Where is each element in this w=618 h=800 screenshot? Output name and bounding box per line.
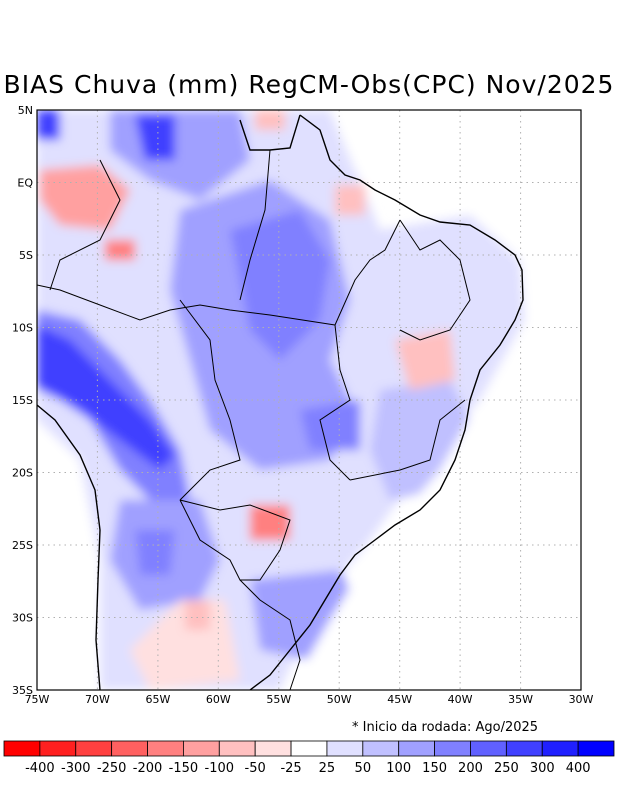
lat-tick-labels: 5N EQ 5S 10S 15S 20S 25S 30S 35S <box>12 104 33 697</box>
colorbar-swatch <box>3 740 41 757</box>
colorbar-swatch <box>505 740 543 757</box>
lat-tick: 25S <box>12 539 33 552</box>
colorbar-label: -100 <box>205 761 235 776</box>
colorbar-swatch <box>147 740 184 757</box>
lon-tick: 40W <box>448 693 473 706</box>
map-title: BIAS Chuva (mm) RegCM-Obs(CPC) Nov/2025 <box>3 70 615 99</box>
colorbar-label: 300 <box>530 761 555 776</box>
colorbar-label: -50 <box>245 761 266 776</box>
colorbar-swatch <box>218 740 256 757</box>
colorbar-swatch <box>111 740 148 757</box>
colorbar-swatch <box>75 740 113 757</box>
colorbar-label: -150 <box>169 761 199 776</box>
lon-tick: 70W <box>85 693 110 706</box>
colorbar-swatch <box>290 740 328 757</box>
colorbar-label: 250 <box>494 761 519 776</box>
colorbar-label: -300 <box>61 761 91 776</box>
lat-tick: 15S <box>12 394 33 407</box>
colorbar-swatch <box>326 740 364 757</box>
lon-tick: 35W <box>508 693 533 706</box>
lat-tick: 10S <box>12 322 33 335</box>
colorbar-swatch <box>254 740 292 757</box>
colorbar-swatch <box>39 740 77 757</box>
lon-tick-labels: 75W 70W 65W 60W 55W 50W 45W 40W 35W 30W <box>25 693 594 706</box>
colorbar-label: 100 <box>386 761 411 776</box>
colorbar: -400 -300 -250 -200 -150 -100 -50 -25 25 50 100 150… <box>3 740 615 776</box>
lat-tick: 20S <box>12 467 33 480</box>
colorbar-label: 150 <box>422 761 447 776</box>
run-start-note: * Inicio da rodada: Ago/2025 <box>352 720 539 735</box>
lat-tick: 30S <box>12 612 33 625</box>
colorbar-label: -25 <box>280 761 301 776</box>
lon-tick: 60W <box>206 693 231 706</box>
lat-tick: 35S <box>12 684 33 697</box>
colorbar-swatch <box>541 740 579 757</box>
colorbar-label: 400 <box>566 761 591 776</box>
lat-tick: 5N <box>18 104 33 117</box>
lon-tick: 50W <box>327 693 352 706</box>
lon-tick: 45W <box>387 693 412 706</box>
plot-frame <box>36 109 582 691</box>
colorbar-label: -400 <box>25 761 55 776</box>
lon-tick: 65W <box>145 693 170 706</box>
colorbar-swatch <box>362 740 400 757</box>
lat-tick: EQ <box>17 177 33 190</box>
country-borders <box>37 149 471 690</box>
colorbar-swatch <box>183 740 220 757</box>
lon-tick: 30W <box>569 693 594 706</box>
lon-tick: 55W <box>266 693 291 706</box>
colorbar-label: 50 <box>355 761 372 776</box>
colorbar-label: 25 <box>319 761 336 776</box>
colorbar-label: -200 <box>133 761 163 776</box>
colorbar-label: 200 <box>458 761 483 776</box>
colorbar-swatch <box>398 740 435 757</box>
colorbar-swatch <box>577 740 615 757</box>
lon-tick: 75W <box>25 693 50 706</box>
lat-tick: 5S <box>19 249 33 262</box>
colorbar-swatch <box>470 740 507 757</box>
colorbar-label: -250 <box>97 761 127 776</box>
colorbar-swatch <box>434 740 471 757</box>
